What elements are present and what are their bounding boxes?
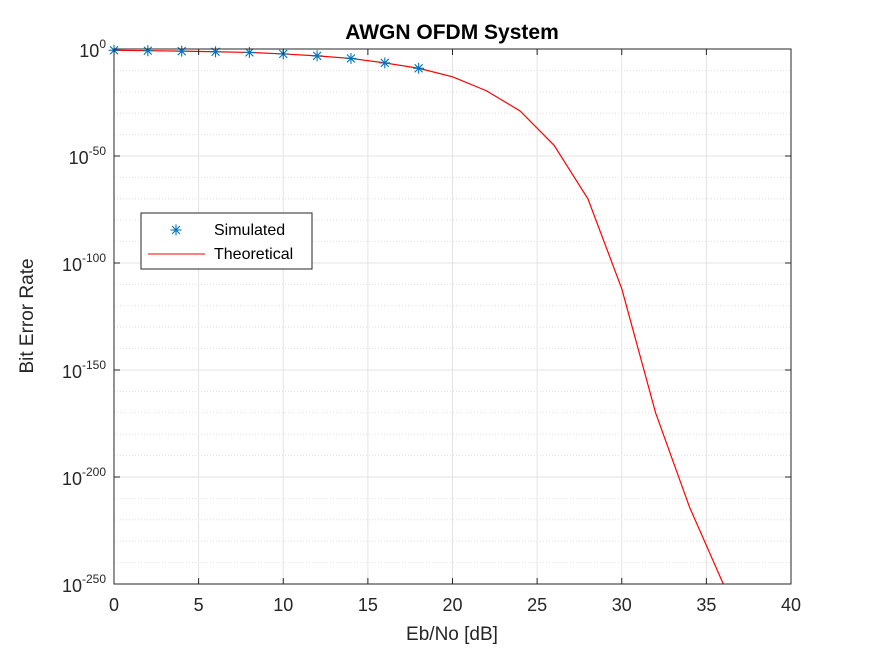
data-point-simulated bbox=[176, 45, 188, 57]
x-tick-label: 10 bbox=[273, 595, 293, 615]
x-tick-label: 20 bbox=[442, 595, 462, 615]
y-tick-label: 100 bbox=[79, 37, 106, 61]
x-axis-label: Eb/No [dB] bbox=[406, 624, 498, 645]
x-tick-label: 30 bbox=[612, 595, 632, 615]
x-tick-label: 25 bbox=[527, 595, 547, 615]
data-point-simulated bbox=[345, 52, 357, 64]
data-point-simulated bbox=[413, 62, 425, 74]
x-tick-label: 40 bbox=[781, 595, 801, 615]
minor-grid bbox=[114, 70, 791, 563]
x-tick-label: 5 bbox=[194, 595, 204, 615]
y-tick-label: 10-100 bbox=[62, 251, 106, 275]
chart-title: AWGN OFDM System bbox=[345, 21, 559, 44]
data-point-simulated bbox=[142, 45, 154, 57]
legend-marker-simulated bbox=[170, 224, 182, 236]
data-point-simulated bbox=[379, 57, 391, 69]
x-axis-ticks: 0 5 10 15 20 25 30 35 40 bbox=[109, 49, 801, 615]
y-tick-label: 10-200 bbox=[62, 465, 106, 489]
x-tick-label: 0 bbox=[109, 595, 119, 615]
legend: Simulated Theoretical bbox=[140, 212, 313, 270]
major-grid bbox=[114, 49, 791, 584]
legend-box bbox=[140, 212, 313, 270]
y-tick-label: 10-250 bbox=[62, 572, 106, 596]
x-tick-label: 15 bbox=[358, 595, 378, 615]
y-tick-label: 10-150 bbox=[62, 358, 106, 382]
x-tick-label: 35 bbox=[696, 595, 716, 615]
data-point-simulated bbox=[311, 50, 323, 62]
y-axis-ticks: 100 10-50 10-100 10-150 10-200 10-250 bbox=[62, 37, 791, 596]
legend-label-simulated: Simulated bbox=[214, 222, 285, 239]
data-point-simulated bbox=[210, 46, 222, 58]
y-tick-label: 10-50 bbox=[69, 144, 107, 168]
y-axis-label: Bit Error Rate bbox=[17, 258, 38, 373]
legend-label-theoretical: Theoretical bbox=[214, 246, 293, 263]
